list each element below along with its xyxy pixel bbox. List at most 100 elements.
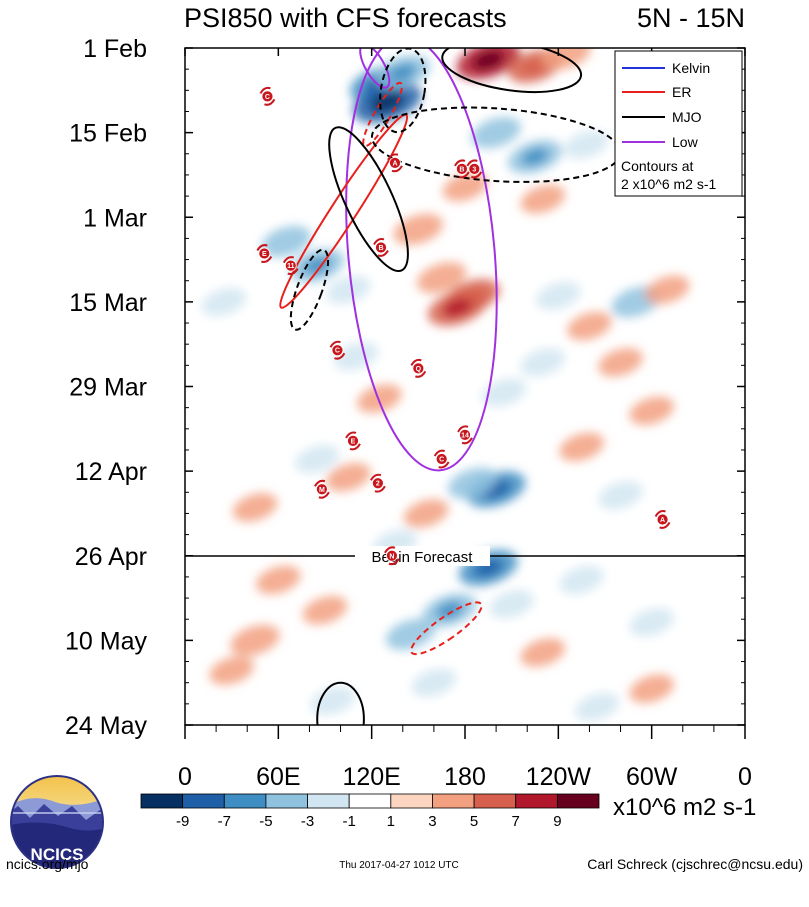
storm-icon xyxy=(387,153,403,173)
anomaly-blob xyxy=(230,624,280,656)
storm-marker: 14 xyxy=(457,425,473,445)
storm-marker: E xyxy=(256,244,273,263)
storm-label: 2 xyxy=(376,481,380,488)
anomaly-blob xyxy=(417,262,467,294)
anomaly-blob xyxy=(403,499,449,528)
storm-label: 11 xyxy=(287,263,295,270)
storm-label: C xyxy=(439,457,444,464)
anomaly-blob xyxy=(564,130,609,159)
storm-icon xyxy=(410,358,427,378)
colorbar-label: -9 xyxy=(176,813,189,830)
colorbar-bin xyxy=(473,793,517,809)
anomaly-blob xyxy=(385,618,436,650)
storm-marker: Q xyxy=(410,358,427,378)
storm-label: N xyxy=(389,553,394,560)
storm-marker: E xyxy=(345,431,361,451)
storm-label: C xyxy=(335,348,340,355)
storm-label: 14 xyxy=(461,432,469,439)
anomaly-blob xyxy=(489,589,534,619)
colorbar-label: -5 xyxy=(259,813,272,830)
storm-label: C xyxy=(265,94,270,101)
anomaly-core xyxy=(435,601,463,619)
anomaly-blob xyxy=(574,692,620,722)
storm-dot xyxy=(258,247,271,260)
storm-dot xyxy=(385,549,398,562)
y-tick-label: 24 May xyxy=(65,712,147,740)
storm-dot xyxy=(389,156,401,169)
storm-dot xyxy=(412,362,425,375)
storm-marker: C xyxy=(259,86,276,106)
anomaly-blob xyxy=(201,287,247,317)
anomaly-blob xyxy=(520,184,566,214)
storm-markers: C A B 3 E B 11 C Q 14 E C 2 M A N xyxy=(256,86,671,566)
storm-dot xyxy=(468,162,481,175)
storm-marker: C xyxy=(433,449,450,469)
y-tick-label: 15 Feb xyxy=(69,120,147,148)
storm-dot xyxy=(455,162,468,175)
anomaly-field xyxy=(201,48,690,722)
storm-marker: 2 xyxy=(370,473,386,493)
y-tick-label: 15 Mar xyxy=(69,289,147,317)
colorbar-label: 9 xyxy=(553,813,561,830)
storm-marker: B xyxy=(373,238,389,257)
anomaly-blob xyxy=(629,396,674,425)
colorbar-bin xyxy=(140,793,184,809)
storm-icon xyxy=(654,510,671,529)
storm-icon xyxy=(370,473,386,493)
axis-ticks: 1 Feb 15 Feb 1 Mar 15 Mar 29 Mar 12 Apr 26 Apr… xyxy=(65,35,752,791)
contour-mjo xyxy=(328,126,409,273)
legend: Kelvin ER MJO Low Contours at 2 x10^6 m2… xyxy=(614,50,743,197)
storm-dot xyxy=(261,90,274,103)
storm-icon xyxy=(454,159,470,179)
anomaly-core xyxy=(521,57,549,75)
y-tick-label: 26 Apr xyxy=(75,543,147,571)
anomaly-core xyxy=(389,63,417,81)
colorbar-label: -7 xyxy=(218,813,231,830)
anomaly-blob xyxy=(559,565,604,595)
y-tick-label: 10 May xyxy=(65,627,147,655)
anomaly-blob xyxy=(326,462,371,492)
storm-label: A xyxy=(660,517,665,524)
anomaly-core xyxy=(521,148,549,166)
storm-label: M xyxy=(319,487,325,494)
colorbar: -9 -7 -5 -3 -1 1 3 5 7 9 xyxy=(140,793,600,830)
legend-kelvin: Kelvin xyxy=(672,60,710,76)
colorbar-units: x10^6 m2 s-1 xyxy=(613,794,756,821)
anomaly-blob xyxy=(411,668,457,697)
storm-label: 3 xyxy=(472,166,476,173)
legend-mjo: MJO xyxy=(672,109,702,125)
anomaly-blob xyxy=(629,674,674,703)
anomaly-blob xyxy=(294,444,340,474)
anomaly-blob xyxy=(520,638,566,667)
anomaly-blob xyxy=(302,595,348,625)
colorbar-bin xyxy=(307,793,350,809)
anomaly-blob xyxy=(520,348,566,377)
x-tick-label: 180 xyxy=(444,763,486,791)
anomaly-blob xyxy=(326,275,371,304)
legend-note-2: 2 x10^6 m2 s-1 xyxy=(621,176,716,192)
legend-er: ER xyxy=(672,84,691,100)
storm-icon xyxy=(373,238,389,257)
anomaly-blob xyxy=(567,311,612,341)
contour-low xyxy=(345,48,498,472)
storm-icon xyxy=(256,244,273,263)
anomaly-blob xyxy=(644,275,690,304)
region-label: 5N - 15N xyxy=(637,3,745,33)
y-tick-label: 1 Feb xyxy=(83,35,147,63)
contour-low xyxy=(359,48,391,89)
anomaly-blob xyxy=(598,348,643,377)
anomaly-core xyxy=(442,298,472,317)
storm-icon xyxy=(259,86,276,106)
storm-marker: 11 xyxy=(282,256,299,276)
anomaly-blob xyxy=(357,384,402,413)
storm-dot xyxy=(656,513,669,526)
contour-mjo xyxy=(316,681,365,725)
storm-label: E xyxy=(351,438,356,445)
anomaly-blob xyxy=(481,378,527,407)
storm-marker: C xyxy=(329,340,346,360)
storm-dot xyxy=(331,344,344,357)
anomaly-blob xyxy=(448,467,498,499)
anomaly-blob xyxy=(541,48,591,70)
x-tick-label: 60E xyxy=(256,763,300,791)
legend-low: Low xyxy=(672,134,699,150)
